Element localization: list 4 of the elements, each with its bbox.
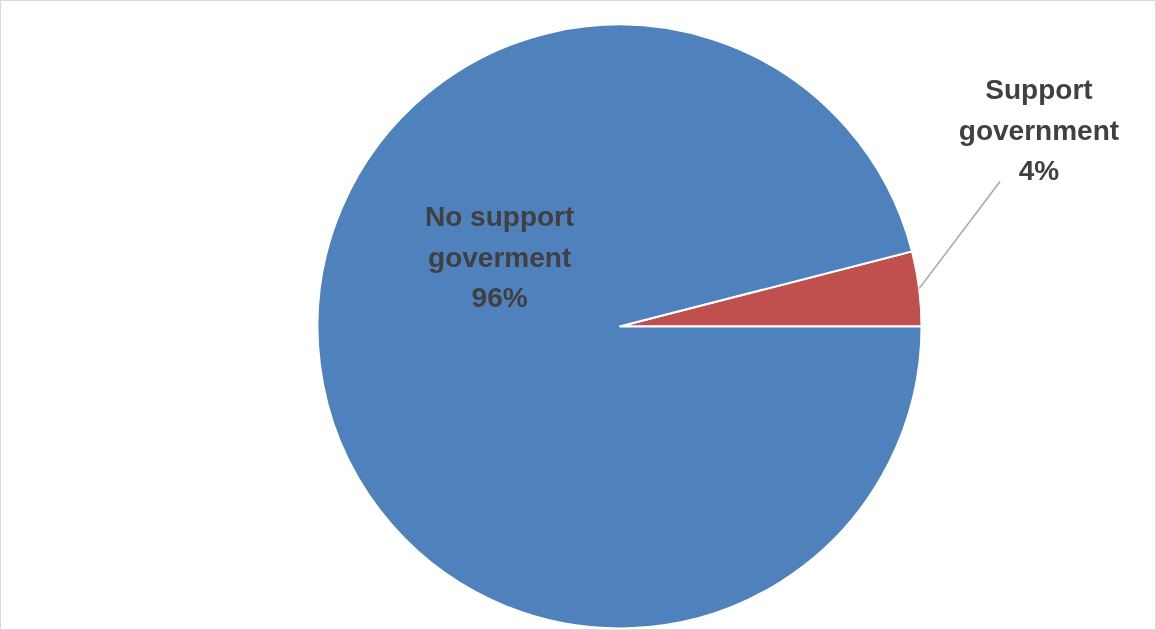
data-label: 96% xyxy=(471,281,528,313)
slice-label: No support goverment xyxy=(425,201,575,273)
data-label: 4% xyxy=(1018,155,1060,186)
slice-label: Support government xyxy=(958,74,1120,146)
